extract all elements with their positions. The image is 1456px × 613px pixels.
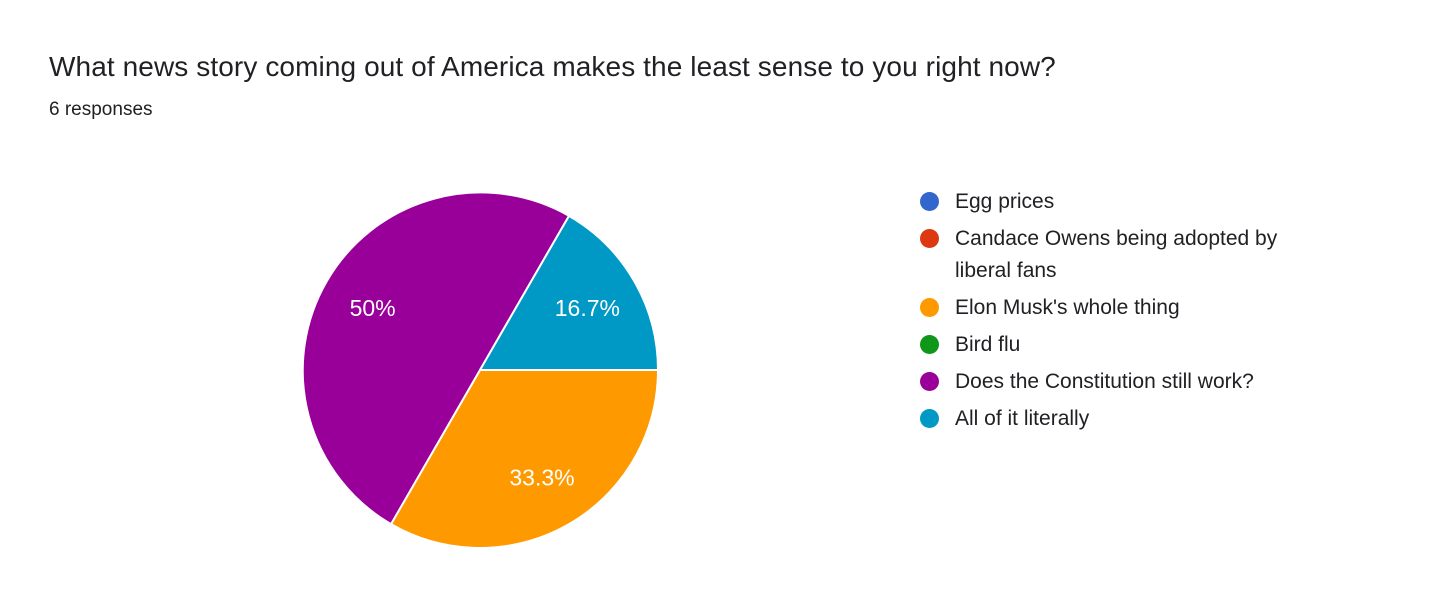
legend-label: Candace Owens being adopted by liberal f… [955, 227, 1278, 282]
legend-label: Does the Constitution still work? [955, 370, 1254, 393]
legend-item: Bird flu [920, 329, 1317, 361]
legend-label: Elon Musk's whole thing [955, 296, 1180, 319]
chart-legend: Egg prices Candace Owens being adopted by… [920, 186, 1317, 440]
legend-item: Elon Musk's whole thing [920, 292, 1317, 324]
legend-item: Candace Owens being adopted by liberal f… [920, 223, 1317, 287]
legend-color-dot [920, 335, 939, 354]
legend-label: Egg prices [955, 190, 1055, 213]
legend-color-dot [920, 409, 939, 428]
response-count: 6 responses [49, 99, 153, 120]
legend-color-dot [920, 372, 939, 391]
legend-color-dot [920, 192, 939, 211]
pie-chart: 33.3% 50% 16.7% [301, 191, 659, 549]
pie-slice[interactable] [479, 214, 659, 371]
legend-color-dot [920, 298, 939, 317]
question-title: What news story coming out of America ma… [49, 51, 1056, 82]
legend-item: All of it literally [920, 403, 1317, 435]
legend-item: Egg prices [920, 186, 1317, 218]
legend-item: Does the Constitution still work? [920, 366, 1317, 398]
pie-slice-label: 33.3% [509, 464, 574, 490]
legend-label: All of it literally [955, 407, 1090, 430]
legend-color-dot [920, 229, 939, 248]
pie-slice-label: 16.7% [555, 295, 620, 321]
pie-slice[interactable] [301, 191, 570, 526]
pie-slice[interactable] [390, 369, 659, 549]
pie-slice-label: 50% [350, 295, 396, 321]
legend-label: Bird flu [955, 333, 1021, 356]
